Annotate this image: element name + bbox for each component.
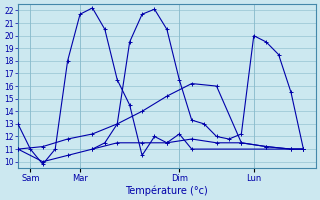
X-axis label: Température (°c): Température (°c) bbox=[125, 185, 208, 196]
